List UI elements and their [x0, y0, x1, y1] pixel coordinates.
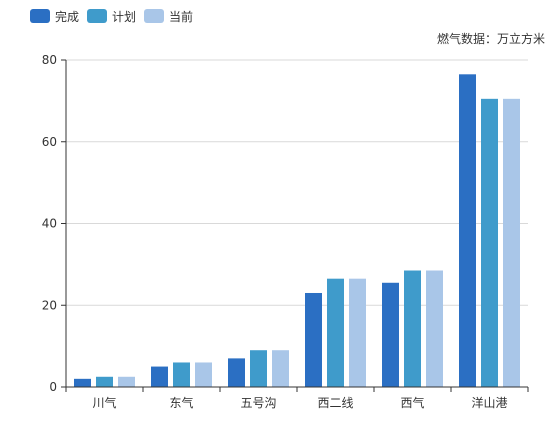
- x-tick-label: 川气: [92, 395, 116, 410]
- legend-swatch: [30, 9, 50, 23]
- legend-item-3[interactable]: 当前: [144, 9, 193, 24]
- legend-item-2[interactable]: 计划: [87, 9, 136, 24]
- bar-3-3[interactable]: [272, 350, 289, 387]
- bar-3-5[interactable]: [426, 270, 443, 387]
- legend-label: 计划: [112, 10, 136, 24]
- y-tick-label: 40: [42, 217, 57, 231]
- y-tick-label: 0: [49, 380, 57, 394]
- x-tick-label: 西二线: [317, 396, 353, 410]
- bar-1-4[interactable]: [305, 292, 322, 387]
- x-tick-label: 西气: [400, 395, 424, 410]
- bar-3-4[interactable]: [349, 278, 366, 387]
- bar-3-1[interactable]: [118, 376, 135, 387]
- bar-2-5[interactable]: [404, 270, 421, 387]
- y-tick-label: 80: [42, 53, 57, 67]
- bar-1-6[interactable]: [459, 74, 476, 388]
- y-tick-label: 60: [42, 135, 57, 149]
- legend-swatch: [87, 9, 107, 23]
- legend-swatch: [144, 9, 164, 23]
- legend[interactable]: 完成 计划 当前: [30, 9, 193, 24]
- bar-series: [74, 74, 520, 388]
- x-axis: 川气 东气 五号沟 西二线 西气 洋山港: [65, 386, 529, 410]
- x-tick-label: 东气: [169, 395, 193, 410]
- unit-note: 燃气数据：万立方米: [437, 31, 545, 46]
- bar-1-3[interactable]: [228, 358, 245, 387]
- bar-2-1[interactable]: [96, 376, 113, 387]
- legend-label: 完成: [55, 9, 79, 24]
- legend-label: 当前: [169, 9, 193, 24]
- bar-2-4[interactable]: [327, 278, 344, 387]
- x-tick-label: 洋山港: [471, 395, 507, 410]
- bar-1-5[interactable]: [382, 282, 399, 387]
- bar-3-6[interactable]: [503, 98, 520, 388]
- legend-item-1[interactable]: 完成: [30, 9, 79, 24]
- bar-3-2[interactable]: [195, 362, 212, 387]
- x-tick-label: 五号沟: [240, 396, 276, 410]
- bar-1-2[interactable]: [151, 366, 168, 387]
- bar-2-2[interactable]: [173, 362, 190, 387]
- bar-2-6[interactable]: [481, 98, 498, 388]
- y-axis: 0 20 40 60 80: [42, 53, 67, 394]
- y-tick-label: 20: [42, 298, 57, 312]
- grid-lines: [66, 59, 528, 306]
- bar-1-1[interactable]: [74, 378, 91, 387]
- bar-2-3[interactable]: [250, 350, 267, 387]
